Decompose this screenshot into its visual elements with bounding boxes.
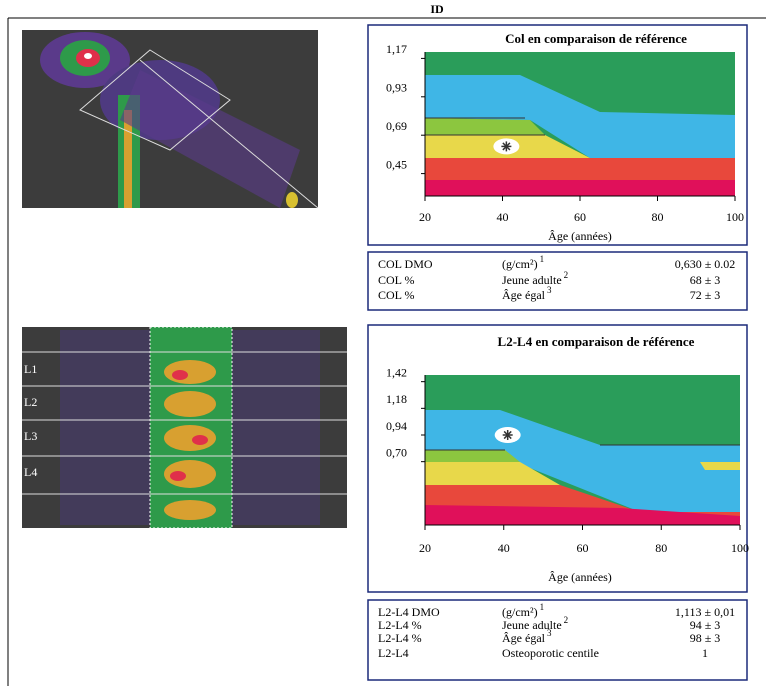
row-value: 98 ± 3 xyxy=(690,631,721,645)
x-tick-label: 80 xyxy=(652,210,664,224)
y-tick-label: 0,45 xyxy=(386,157,407,171)
row-value: 1 xyxy=(702,646,708,660)
row-superscript: 2 xyxy=(564,270,569,280)
x-tick-label: 60 xyxy=(577,541,589,555)
x-tick-label: 20 xyxy=(419,210,431,224)
row-value: 72 ± 3 xyxy=(690,288,721,302)
x-axis-label: Âge (années) xyxy=(548,229,612,243)
row-label: COL DMO xyxy=(378,257,433,271)
row-label: L2-L4 % xyxy=(378,618,422,632)
x-tick-label: 80 xyxy=(655,541,667,555)
row-superscript: 2 xyxy=(564,615,569,625)
vertebra-label: L2 xyxy=(24,395,37,409)
chart-title: L2-L4 en comparaison de référence xyxy=(498,334,695,349)
y-tick-label: 1,17 xyxy=(386,42,407,56)
row-label: COL % xyxy=(378,288,415,302)
vertebra-label: L3 xyxy=(24,429,37,443)
row-unit: Âge égal xyxy=(502,631,546,645)
x-tick-label: 60 xyxy=(574,210,586,224)
x-tick-label: 40 xyxy=(498,541,510,555)
row-unit: (g/cm²) xyxy=(502,605,538,619)
row-unit: Âge égal xyxy=(502,288,546,302)
row-value: 94 ± 3 xyxy=(690,618,721,632)
row-unit: Osteoporotic centile xyxy=(502,646,599,660)
y-tick-label: 0,93 xyxy=(386,81,407,95)
reference-bands xyxy=(425,375,740,525)
row-value: 0,630 ± 0.02 xyxy=(675,257,736,271)
x-tick-label: 100 xyxy=(726,210,744,224)
reference-bands xyxy=(425,52,735,196)
spine-scan xyxy=(22,327,347,528)
row-unit: (g/cm²) xyxy=(502,257,538,271)
y-tick-label: 1,18 xyxy=(386,392,407,406)
row-label: L2-L4 % xyxy=(378,631,422,645)
row-superscript: 1 xyxy=(540,254,545,264)
chart-title: Col en comparaison de référence xyxy=(505,31,687,46)
x-tick-label: 40 xyxy=(497,210,509,224)
row-label: COL % xyxy=(378,273,415,287)
row-label: L2-L4 xyxy=(378,646,409,660)
y-tick-label: 1,42 xyxy=(386,365,407,379)
row-unit: Jeune adulte xyxy=(502,618,562,632)
x-tick-label: 100 xyxy=(731,541,749,555)
page-id: ID xyxy=(430,2,444,16)
x-tick-label: 20 xyxy=(419,541,431,555)
x-axis-label: Âge (années) xyxy=(548,570,612,584)
row-label: L2-L4 DMO xyxy=(378,605,440,619)
row-superscript: 3 xyxy=(547,628,552,638)
vertebra-label: L1 xyxy=(24,362,37,376)
y-tick-label: 0,70 xyxy=(386,445,407,459)
hip-scan xyxy=(22,30,318,208)
vertebra-label: L4 xyxy=(24,465,37,479)
row-superscript: 1 xyxy=(540,602,545,612)
row-value: 68 ± 3 xyxy=(690,273,721,287)
row-superscript: 3 xyxy=(547,285,552,295)
row-value: 1,113 ± 0,01 xyxy=(675,605,735,619)
y-tick-label: 0,69 xyxy=(386,119,407,133)
report: ID xyxy=(0,0,766,686)
row-unit: Jeune adulte xyxy=(502,273,562,287)
y-tick-label: 0,94 xyxy=(386,419,407,433)
